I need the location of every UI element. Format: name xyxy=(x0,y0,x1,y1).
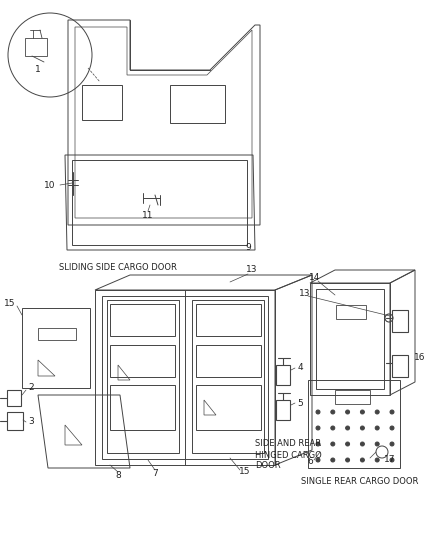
Text: 14: 14 xyxy=(309,273,321,282)
Text: 17: 17 xyxy=(384,456,396,464)
Bar xyxy=(276,400,290,420)
Bar xyxy=(196,345,261,377)
Circle shape xyxy=(346,426,350,430)
Text: 11: 11 xyxy=(142,211,154,220)
Circle shape xyxy=(316,410,320,414)
Circle shape xyxy=(375,410,379,414)
Bar xyxy=(25,38,47,56)
Text: 5: 5 xyxy=(297,399,303,408)
Circle shape xyxy=(346,458,350,462)
Bar xyxy=(392,355,408,377)
Text: 15: 15 xyxy=(4,298,15,308)
Circle shape xyxy=(375,426,379,430)
Text: 3: 3 xyxy=(28,417,34,426)
Bar xyxy=(316,289,384,389)
Circle shape xyxy=(331,410,335,414)
Bar xyxy=(7,412,23,430)
Text: 6: 6 xyxy=(307,457,313,466)
Circle shape xyxy=(360,442,364,446)
Circle shape xyxy=(316,458,320,462)
Bar xyxy=(102,296,268,459)
Circle shape xyxy=(360,426,364,430)
Bar xyxy=(196,385,261,430)
Text: SLIDING SIDE CARGO DOOR: SLIDING SIDE CARGO DOOR xyxy=(59,263,177,272)
Bar xyxy=(192,300,264,453)
Text: SINGLE REAR CARGO DOOR: SINGLE REAR CARGO DOOR xyxy=(301,478,419,487)
Circle shape xyxy=(390,442,394,446)
Circle shape xyxy=(331,442,335,446)
Circle shape xyxy=(316,442,320,446)
Text: 2: 2 xyxy=(28,384,34,392)
Text: 8: 8 xyxy=(115,471,121,480)
Bar xyxy=(392,310,408,332)
Bar xyxy=(110,304,175,336)
Circle shape xyxy=(331,426,335,430)
Bar xyxy=(196,304,261,336)
Circle shape xyxy=(375,458,379,462)
Circle shape xyxy=(375,442,379,446)
Circle shape xyxy=(346,410,350,414)
Bar xyxy=(7,390,21,406)
Bar xyxy=(276,365,290,385)
Bar xyxy=(82,85,122,120)
Text: 4: 4 xyxy=(297,364,303,373)
Text: HINGED CARGO: HINGED CARGO xyxy=(255,450,322,459)
Bar xyxy=(170,85,225,123)
Text: 9: 9 xyxy=(245,243,251,252)
Circle shape xyxy=(360,410,364,414)
Text: 15: 15 xyxy=(239,467,251,477)
Bar xyxy=(38,328,76,340)
Circle shape xyxy=(390,410,394,414)
Text: 10: 10 xyxy=(43,181,55,190)
Circle shape xyxy=(331,458,335,462)
Circle shape xyxy=(346,442,350,446)
Circle shape xyxy=(316,426,320,430)
Text: 13: 13 xyxy=(299,288,311,297)
Bar xyxy=(110,385,175,430)
Text: 1: 1 xyxy=(35,66,41,75)
Bar xyxy=(336,305,366,319)
Text: 7: 7 xyxy=(152,469,158,478)
Circle shape xyxy=(390,426,394,430)
Circle shape xyxy=(360,458,364,462)
Text: DOOR: DOOR xyxy=(255,462,281,471)
Text: 13: 13 xyxy=(246,265,258,274)
Circle shape xyxy=(390,458,394,462)
Bar xyxy=(335,390,370,404)
Bar xyxy=(72,160,247,245)
Text: SIDE AND REAR: SIDE AND REAR xyxy=(255,440,321,448)
Bar xyxy=(107,300,179,453)
Bar xyxy=(110,345,175,377)
Text: 16: 16 xyxy=(414,353,425,362)
